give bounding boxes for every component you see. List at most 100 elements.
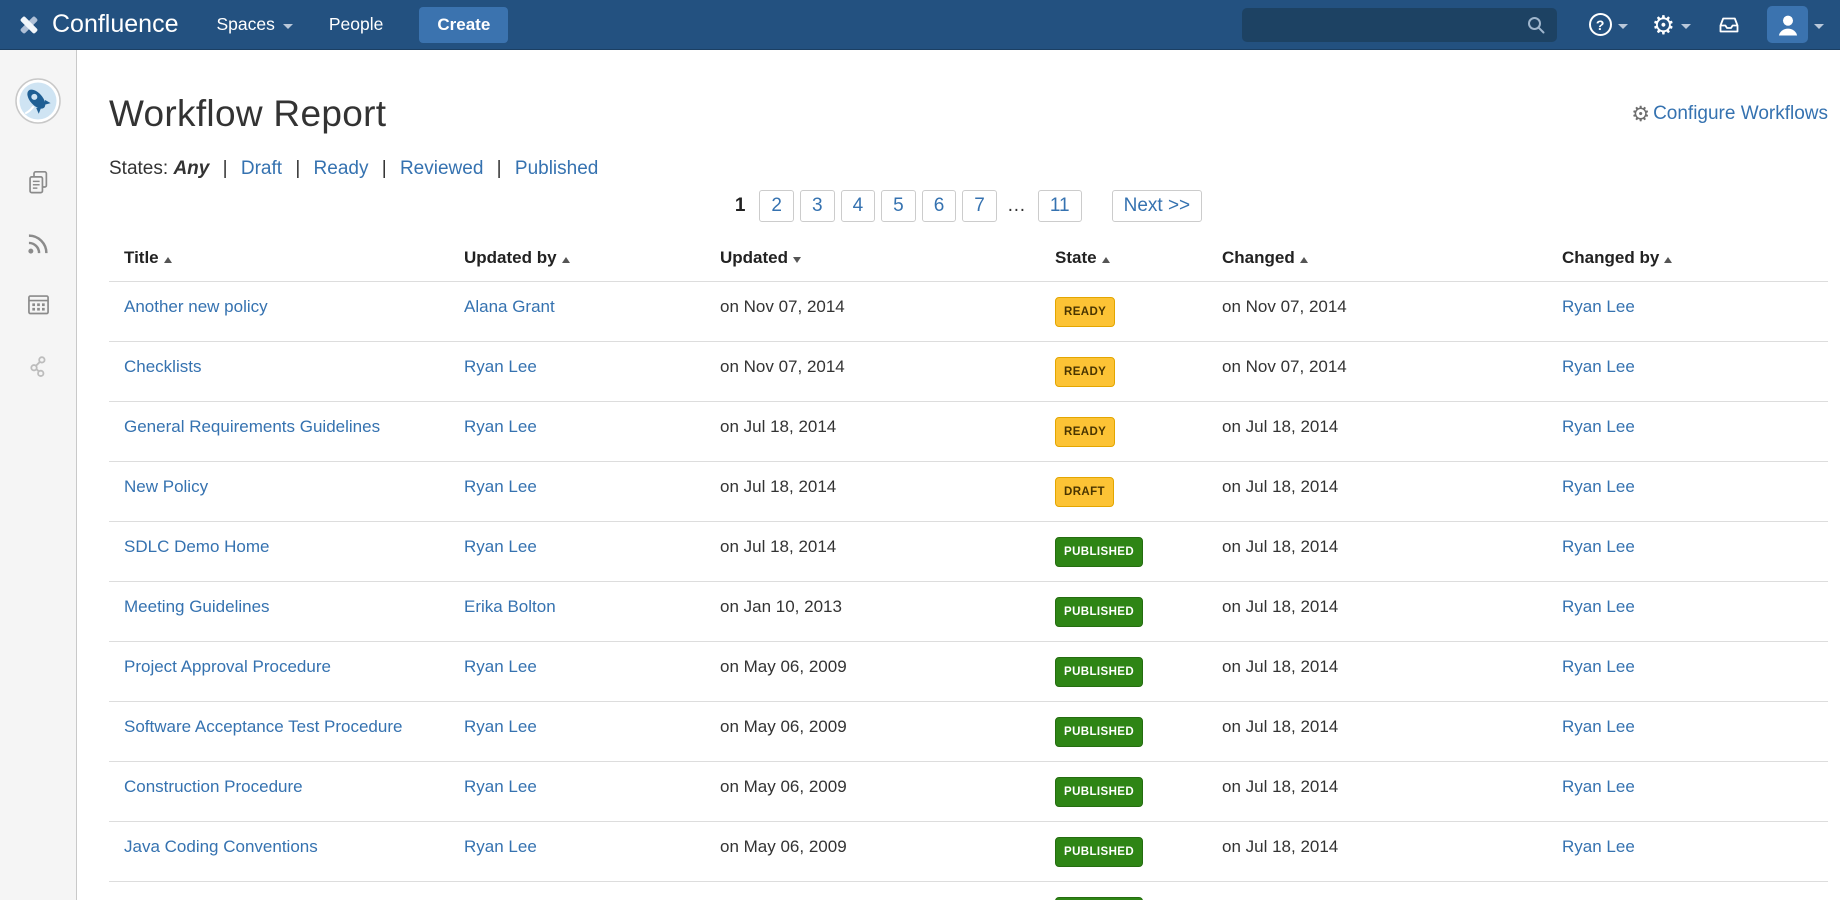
states-filter: States: Any | Draft | Ready | Reviewed |… [109, 158, 1828, 180]
changed-date: on Jul 18, 2014 [1222, 777, 1339, 796]
tray-icon [1719, 17, 1739, 32]
user-link[interactable]: Ryan Lee [464, 417, 537, 436]
user-link[interactable]: Ryan Lee [1562, 837, 1635, 856]
nav-spaces-label: Spaces [216, 14, 275, 34]
workflow-report-table: Title Updated by Updated State Changed C… [109, 238, 1828, 900]
pagination-page-2[interactable]: 2 [759, 190, 794, 222]
calendar-icon[interactable] [25, 291, 52, 318]
create-button[interactable]: Create [419, 6, 509, 43]
pagination-ellipsis: … [1006, 195, 1028, 216]
search-box[interactable] [1241, 7, 1557, 42]
pagination-page-3[interactable]: 3 [799, 190, 835, 222]
pagination-page-6[interactable]: 6 [921, 190, 957, 222]
user-link[interactable]: Ryan Lee [1562, 537, 1635, 556]
user-link[interactable]: Ryan Lee [464, 657, 537, 676]
pagination-current-page: 1 [734, 195, 746, 216]
user-link[interactable]: Ryan Lee [1562, 417, 1635, 436]
page-link[interactable]: Verification Procedure [124, 897, 290, 900]
chevron-down-icon [1814, 23, 1824, 29]
page-link[interactable]: Software Acceptance Test Procedure [124, 717, 403, 736]
table-row: Another new policy Alana Grant on Nov 07… [109, 282, 1828, 342]
separator: | [295, 158, 301, 179]
pagination-page-4[interactable]: 4 [840, 190, 876, 222]
updated-date: on May 06, 2009 [720, 837, 847, 856]
page-link[interactable]: Meeting Guidelines [124, 597, 270, 616]
user-link[interactable]: Ryan Lee [1562, 477, 1635, 496]
pagination-next-button[interactable]: Next >> [1111, 190, 1203, 222]
user-link[interactable]: Ryan Lee [1562, 897, 1635, 900]
user-link[interactable]: Ryan Lee [464, 537, 537, 556]
pagination-page-11[interactable]: 11 [1037, 190, 1082, 222]
column-header-changed[interactable]: Changed [1207, 238, 1547, 282]
page-title: Workflow Report [109, 93, 387, 134]
sort-asc-icon [561, 257, 570, 263]
rocket-space-logo-icon [15, 78, 61, 124]
sidebar-icon-list [25, 169, 52, 379]
separator: | [496, 158, 502, 179]
page-link[interactable]: Project Approval Procedure [124, 657, 331, 676]
search-input[interactable] [1251, 15, 1525, 34]
state-badge: PUBLISHED [1055, 597, 1144, 627]
column-header-updated[interactable]: Updated [705, 238, 1040, 282]
sort-asc-icon [163, 257, 172, 263]
changed-date: on Jul 18, 2014 [1222, 597, 1339, 616]
changed-date: on Jul 18, 2014 [1222, 657, 1339, 676]
help-menu[interactable]: ? [1588, 13, 1628, 36]
sort-asc-icon [1299, 257, 1308, 263]
user-link[interactable]: Ryan Lee [1562, 777, 1635, 796]
user-link[interactable]: Erika Bolton [464, 597, 556, 616]
nav-people[interactable]: People [329, 14, 384, 35]
pages-icon[interactable] [25, 169, 52, 196]
separator: | [222, 158, 228, 179]
column-header-state[interactable]: State [1040, 238, 1207, 282]
main-content: Workflow Report ⚙ Configure Workflows St… [78, 50, 1840, 900]
states-link-ready[interactable]: Ready [313, 158, 369, 179]
share-network-icon[interactable] [25, 352, 52, 379]
notifications-tray[interactable] [1715, 13, 1743, 37]
changed-date: on Nov 07, 2014 [1222, 297, 1347, 316]
space-logo-rocket[interactable] [15, 78, 61, 129]
states-label: States: [109, 158, 169, 179]
configure-workflows-link[interactable]: ⚙ Configure Workflows [1631, 103, 1828, 125]
user-link[interactable]: Ryan Lee [464, 717, 537, 736]
user-link[interactable]: Ryan Lee [464, 777, 537, 796]
sort-asc-icon [1101, 257, 1110, 263]
user-link[interactable]: Ryan Lee [1562, 717, 1635, 736]
page-link[interactable]: New Policy [124, 477, 209, 496]
changed-date: on Jul 18, 2014 [1222, 837, 1339, 856]
user-link[interactable]: Ryan Lee [1562, 297, 1635, 316]
page-link[interactable]: SDLC Demo Home [124, 537, 270, 556]
space-sidebar [0, 50, 77, 900]
user-link[interactable]: Alana Grant [464, 297, 555, 316]
states-link-draft[interactable]: Draft [240, 158, 283, 179]
page-link[interactable]: Another new policy [124, 297, 268, 316]
page-link[interactable]: Java Coding Conventions [124, 837, 318, 856]
column-header-changed-by[interactable]: Changed by [1547, 238, 1828, 282]
user-menu[interactable] [1767, 6, 1824, 43]
user-link[interactable]: Ryan Lee [1562, 657, 1635, 676]
user-link[interactable]: Ryan Lee [464, 357, 537, 376]
user-link[interactable]: Ryan Lee [1562, 597, 1635, 616]
search-icon[interactable] [1525, 14, 1547, 36]
user-link[interactable]: Ryan Lee [464, 837, 537, 856]
user-link[interactable]: Ryan Lee [1562, 357, 1635, 376]
user-link[interactable]: Ryan Lee [464, 477, 537, 496]
page-link[interactable]: Construction Procedure [124, 777, 303, 796]
user-link[interactable]: Ryan Lee [464, 897, 537, 900]
column-header-updated-by[interactable]: Updated by [449, 238, 705, 282]
settings-menu[interactable]: ⚙ [1652, 12, 1691, 38]
states-link-reviewed[interactable]: Reviewed [399, 158, 484, 179]
page-link[interactable]: General Requirements Guidelines [124, 417, 381, 436]
nav-spaces[interactable]: Spaces [216, 14, 293, 35]
states-link-published[interactable]: Published [514, 158, 599, 179]
table-row: General Requirements Guidelines Ryan Lee… [109, 402, 1828, 462]
updated-date: on Jul 18, 2014 [720, 477, 837, 496]
confluence-logo[interactable]: Confluence [16, 10, 178, 39]
pagination-page-5[interactable]: 5 [881, 190, 916, 222]
page-link[interactable]: Checklists [124, 357, 202, 376]
column-header-title[interactable]: Title [109, 238, 449, 282]
blog-rss-icon[interactable] [25, 230, 52, 257]
pagination-page-7[interactable]: 7 [962, 190, 997, 222]
table-row: SDLC Demo Home Ryan Lee on Jul 18, 2014 … [109, 522, 1828, 582]
changed-date: on Jul 18, 2014 [1222, 417, 1339, 436]
